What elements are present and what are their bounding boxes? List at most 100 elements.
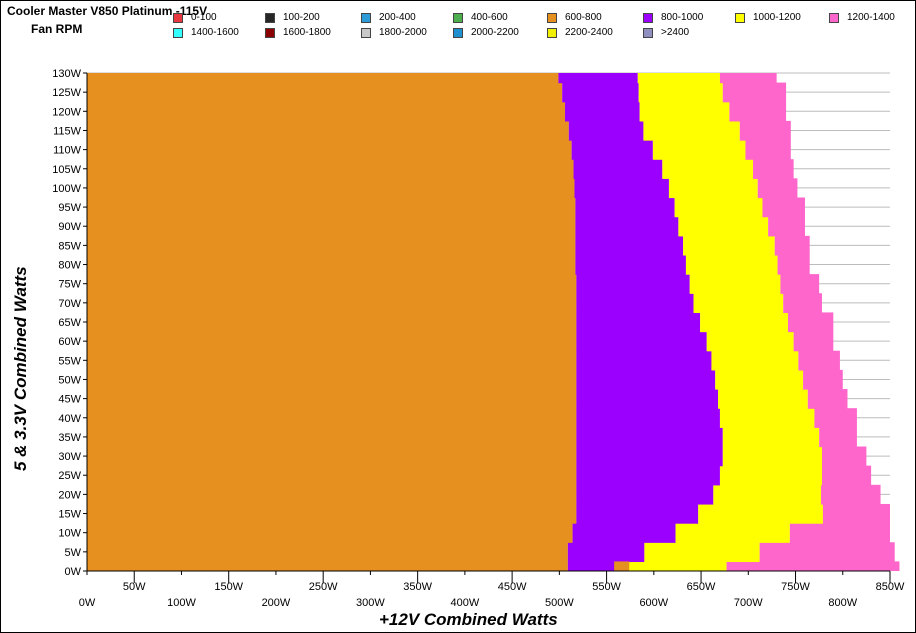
heat-cell-1200-1400-row-40 [814, 408, 857, 428]
legend-swatch [265, 28, 275, 38]
heat-cell-1000-1200-row-125 [638, 82, 723, 103]
x-tick-label-13: 650W [687, 581, 716, 593]
x-tick-label-5: 250W [309, 581, 338, 593]
y-tick-label-17: 85W [58, 240, 81, 252]
x-tick-label-2: 100W [167, 597, 196, 609]
x-tick-label-16: 800W [828, 597, 857, 609]
heat-cell-800-1000-row-110 [571, 140, 653, 160]
heat-cell-800-1000-row-120 [565, 101, 640, 122]
y-tick-label-12: 60W [58, 336, 81, 348]
x-tick-label-14: 700W [734, 597, 763, 609]
chart-subtitle: Fan RPM [31, 22, 83, 36]
heat-cell-600-800-row-85 [87, 235, 576, 256]
x-tick-label-7: 350W [403, 581, 432, 593]
heat-cell-800-1000-row-35 [576, 427, 723, 448]
legend-swatch [547, 28, 557, 38]
heat-cell-1000-1200-row-80 [685, 254, 778, 275]
heat-cell-600-800-row-50 [87, 369, 577, 390]
x-tick-label-0: 0W [79, 597, 96, 609]
y-tick-label-7: 35W [58, 432, 81, 444]
legend-swatch [453, 13, 463, 23]
heat-cell-600-800-row-70 [87, 293, 577, 314]
legend-swatch [173, 28, 183, 38]
heat-cell-800-1000-row-65 [576, 312, 701, 333]
legend-label: 600-800 [565, 12, 602, 23]
heat-cell-1000-1200-row-45 [718, 389, 808, 409]
legend-swatch [829, 13, 839, 23]
x-axis-title: +12V Combined Watts [379, 610, 558, 629]
heat-cell-1000-1200-row-20 [713, 484, 822, 505]
legend-label: 1000-1200 [753, 12, 801, 23]
legend-label: 1600-1800 [283, 27, 331, 38]
heat-cell-600-800-row-95 [87, 197, 576, 218]
heat-cell-1200-1400-row-90 [768, 216, 805, 237]
heat-cell-1200-1400-row-10 [789, 523, 890, 543]
y-tick-label-16: 80W [58, 260, 81, 272]
y-tick-label-26: 130W [52, 68, 81, 80]
heat-cell-800-1000-row-40 [576, 408, 720, 428]
x-tick-label-17: 850W [876, 581, 905, 593]
heat-cell-1200-1400-row-5 [759, 542, 895, 563]
heat-cell-1200-1400-row-85 [774, 235, 810, 256]
heat-cell-600-800-row-25 [87, 465, 577, 486]
heat-cell-600-800-row-125 [87, 82, 563, 103]
heat-cell-800-1000-row-75 [576, 274, 690, 294]
x-tick-label-4: 200W [262, 597, 291, 609]
heat-cell-1000-1200-row-120 [639, 101, 730, 122]
heat-cell-1200-1400-row-25 [821, 465, 872, 486]
legend-label: 2200-2400 [565, 27, 613, 38]
heat-cell-1200-1400-row-20 [821, 484, 881, 505]
legend-label: 100-200 [283, 12, 320, 23]
y-tick-label-2: 10W [58, 528, 81, 540]
y-tick-label-8: 40W [58, 413, 81, 425]
heat-cell-1000-1200-row-30 [722, 446, 822, 467]
legend: 0-100 100-200 200-400 400-600 600-800 800-100… [173, 12, 913, 44]
heat-cell-600-800-row-80 [87, 254, 576, 275]
heat-cell-600-800-row-55 [87, 350, 577, 371]
heat-cell-800-1000-row-115 [568, 120, 644, 141]
heat-cell-600-800-row-90 [87, 216, 576, 237]
heat-cell-600-800-row-75 [87, 274, 577, 294]
heat-cell-800-1000-row-5 [567, 542, 645, 563]
heat-cell-1000-1200-row-100 [668, 178, 758, 199]
legend-swatch [173, 13, 183, 23]
heat-cell-800-1000-row-70 [576, 293, 694, 314]
heat-cell-1200-1400-row-120 [729, 101, 787, 122]
heat-cell-600-800-row-120 [87, 101, 566, 122]
heat-cell-800-1000-row-30 [576, 446, 723, 467]
heat-cell-800-1000-row-25 [576, 465, 720, 486]
heat-cell-1200-1400-row-75 [780, 274, 820, 294]
y-tick-label-25: 125W [52, 87, 81, 99]
heat-cell-800-1000-row-130 [558, 73, 638, 84]
legend-swatch [547, 13, 557, 23]
legend-swatch [643, 28, 653, 38]
heat-cell-1000-1200-row-105 [662, 159, 754, 179]
heat-cell-800-1000-row-10 [572, 523, 676, 543]
legend-label: 1800-2000 [379, 27, 427, 38]
heat-cell-1000-1200-row-90 [678, 216, 769, 237]
heat-cell-1000-1200-row-10 [675, 523, 790, 543]
x-tick-label-3: 150W [214, 581, 243, 593]
heat-cell-1200-1400-row-0 [726, 561, 900, 571]
legend-swatch [265, 13, 275, 23]
legend-label: 1200-1400 [847, 12, 895, 23]
y-tick-label-13: 65W [58, 317, 81, 329]
y-tick-label-1: 5W [65, 547, 82, 559]
heat-cell-1200-1400-row-125 [722, 82, 787, 103]
x-tick-label-6: 300W [356, 597, 385, 609]
heat-cell-1200-1400-row-35 [819, 427, 857, 448]
y-tick-label-3: 15W [58, 509, 81, 521]
heat-cell-1200-1400-row-105 [753, 159, 794, 179]
y-tick-label-10: 50W [58, 374, 81, 386]
heat-cell-600-800-row-105 [87, 159, 574, 179]
heat-cell-600-800-row-60 [87, 331, 577, 352]
heat-cell-1000-1200-row-5 [644, 542, 760, 563]
y-tick-label-21: 105W [52, 164, 81, 176]
legend-label: 400-600 [471, 12, 508, 23]
heat-cell-1200-1400-row-60 [793, 331, 834, 352]
legend-label: 1400-1600 [191, 27, 239, 38]
heat-cell-1000-1200-row-15 [698, 503, 823, 524]
heat-cell-600-800-row-130 [87, 73, 559, 84]
heat-cell-1000-1200-row-95 [674, 197, 763, 218]
heat-cell-800-1000-row-60 [576, 331, 707, 352]
